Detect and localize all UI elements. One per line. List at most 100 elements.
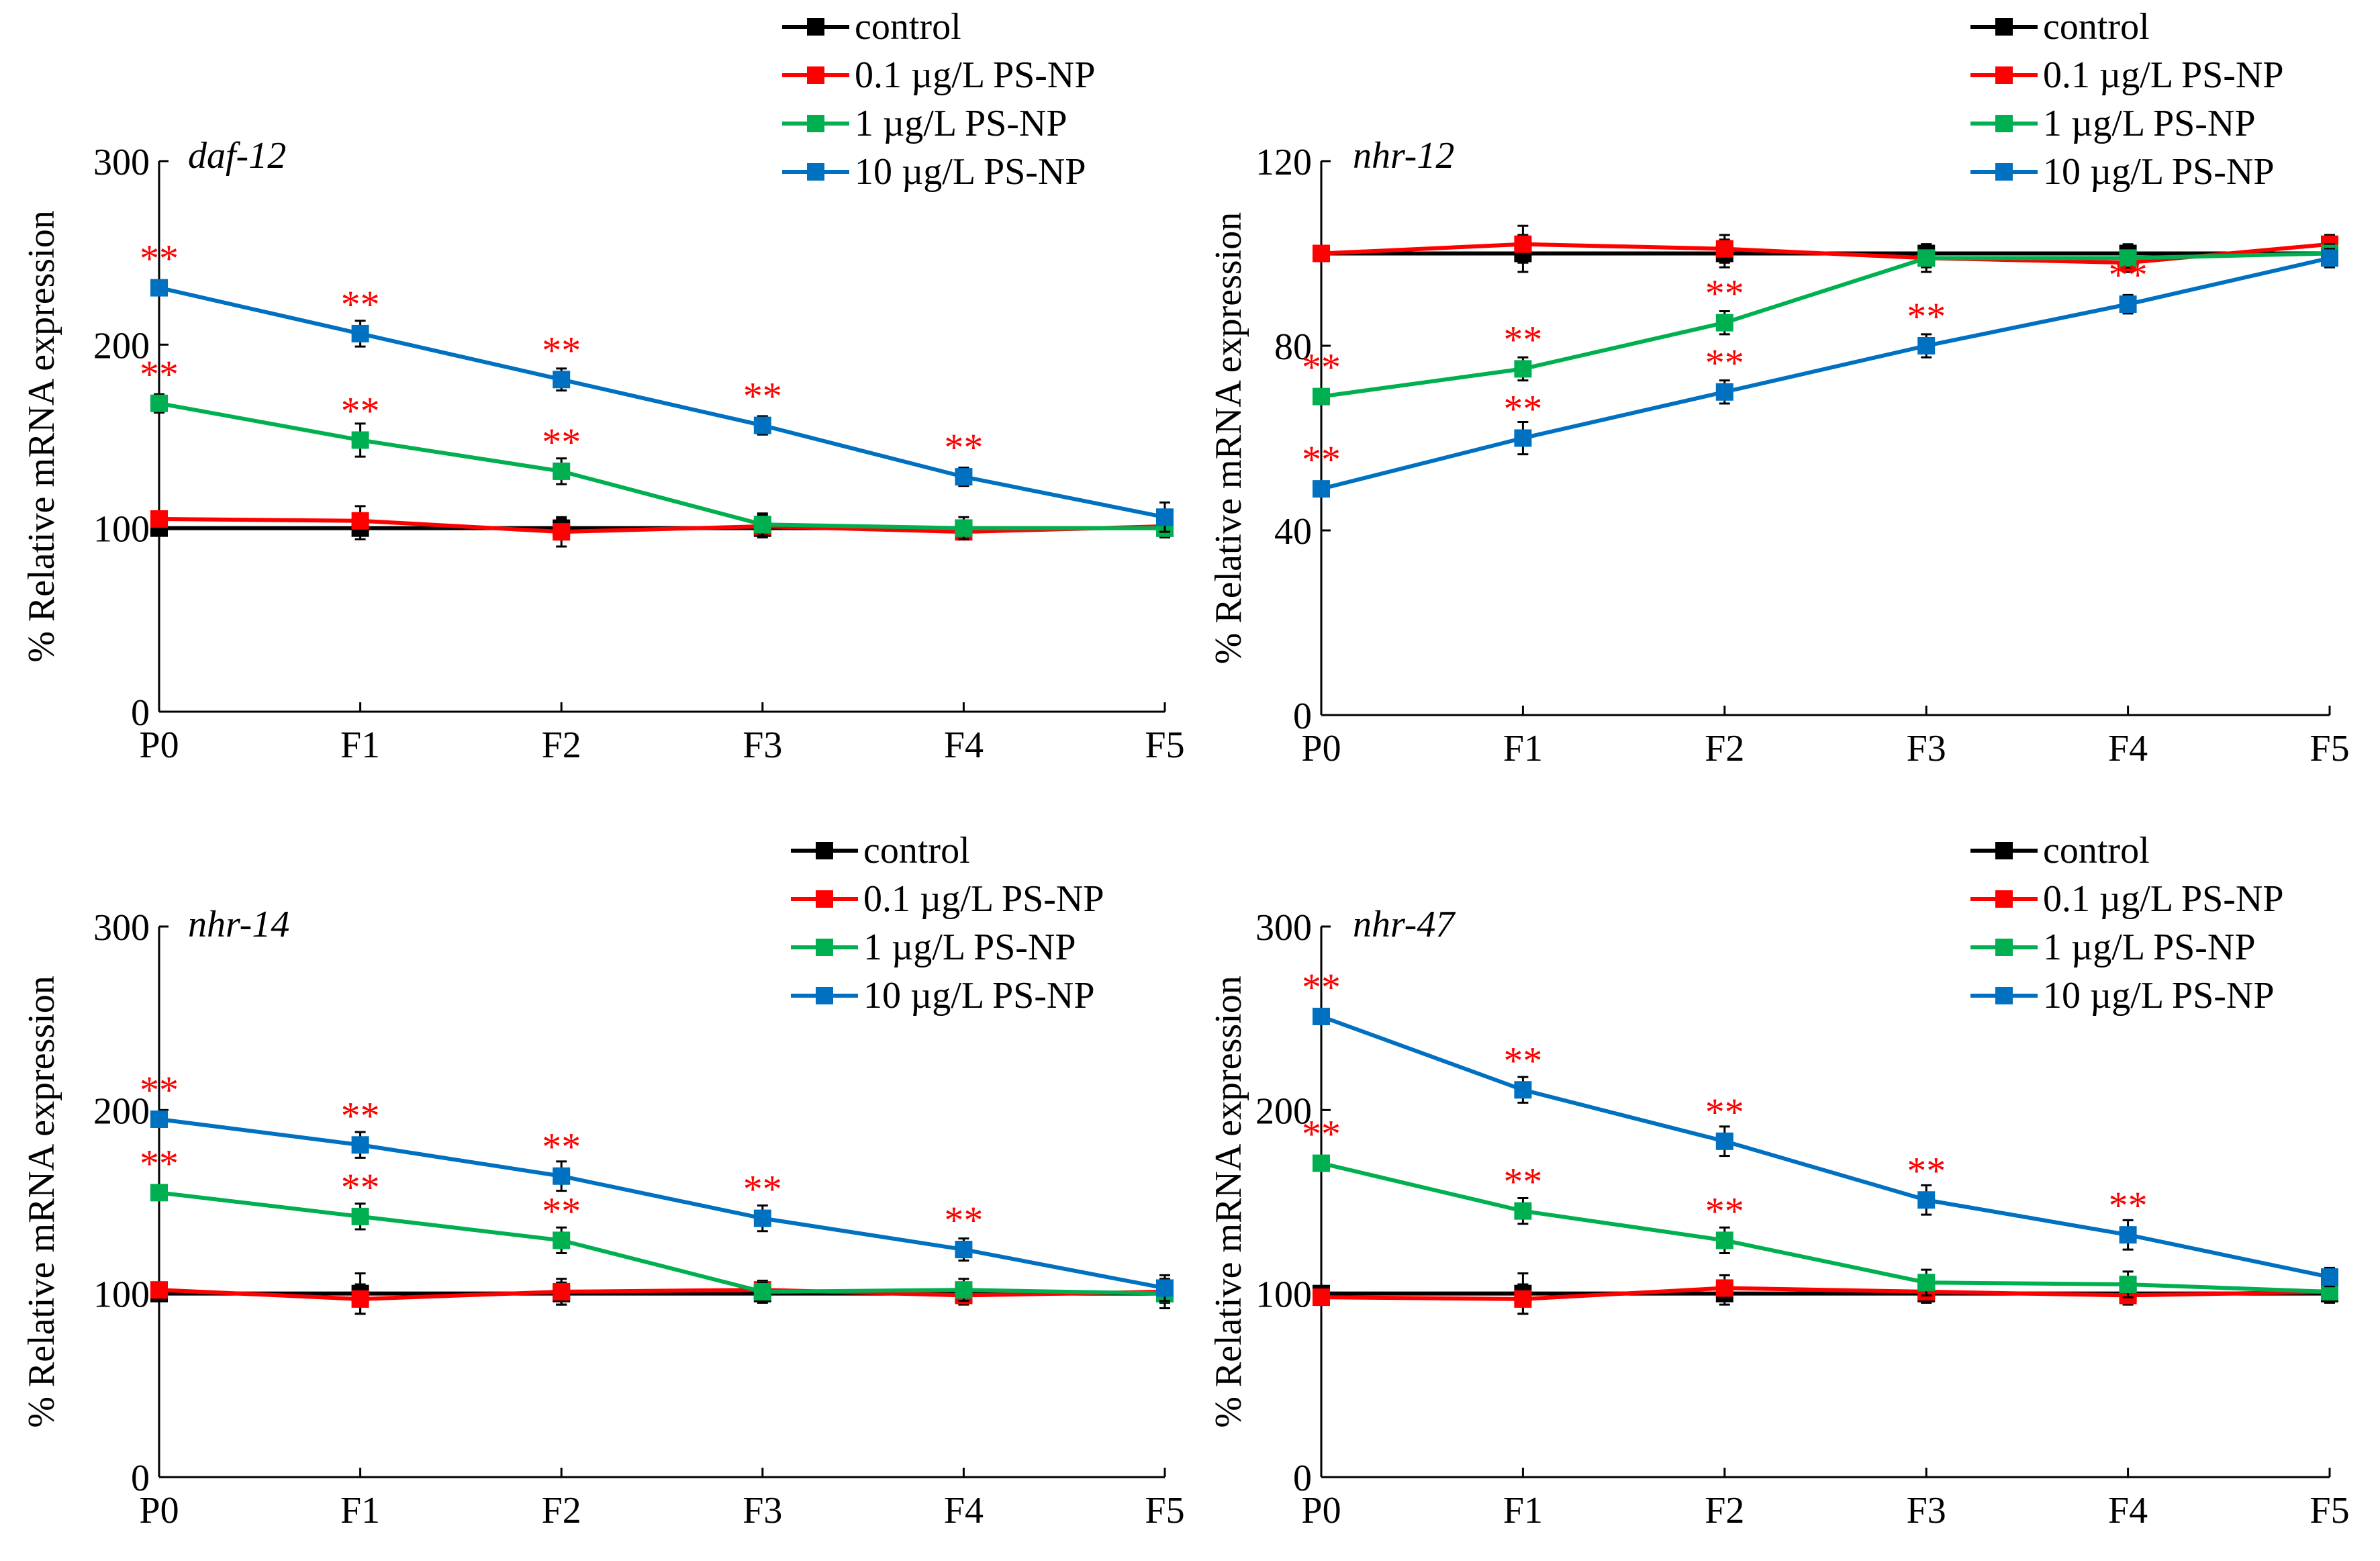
data-point-mid <box>553 1231 571 1249</box>
series-line-mid <box>158 1190 1165 1296</box>
x-tick-label: F4 <box>944 724 984 766</box>
significance-marker: ** <box>140 1068 179 1112</box>
series-mid: ** ** ** <box>140 352 1174 540</box>
data-point-mid <box>1313 387 1330 406</box>
x-tick-label: F5 <box>1145 724 1184 766</box>
significance-marker: ** <box>1907 1149 1946 1192</box>
significance-marker: ** <box>542 420 581 464</box>
x-tick-label: P0 <box>139 724 179 766</box>
significance-marker: ** <box>1302 346 1341 389</box>
series-low <box>1313 224 2338 273</box>
legend-label-high: 10 µg/L PS-NP <box>855 151 1086 193</box>
legend-label-mid: 1 µg/L PS-NP <box>863 927 1076 968</box>
significance-marker: ** <box>2109 253 2148 297</box>
x-tick-label: F4 <box>944 1490 984 1531</box>
y-tick-label: 200 <box>93 1090 150 1132</box>
series-mid: ** ** ** <box>1302 1113 2338 1303</box>
legend: control 0.1 µg/L PS-NP 1 µg/L PS-NP 10 µg/L… <box>1970 830 2283 1016</box>
legend-swatch-marker <box>1995 987 2013 1004</box>
y-tick-label: 120 <box>1255 142 1312 183</box>
data-point-low <box>1514 1290 1532 1308</box>
legend-swatch-marker <box>1995 115 2013 132</box>
legend-swatch-marker <box>1995 890 2013 908</box>
significance-marker: ** <box>1705 1189 1744 1233</box>
data-point-high <box>753 416 771 434</box>
data-point-low <box>553 523 571 541</box>
significance-marker: ** <box>542 1125 581 1169</box>
legend-label-mid: 1 µg/L PS-NP <box>855 103 1067 144</box>
significance-marker: ** <box>1302 438 1341 481</box>
gene-label: daf-12 <box>188 135 286 177</box>
series-line-high <box>1320 1014 2330 1280</box>
significance-marker: ** <box>1705 272 1744 316</box>
legend-swatch-marker <box>1995 939 2013 956</box>
x-tick-label: F4 <box>2108 728 2148 769</box>
data-point-high <box>1514 1081 1532 1099</box>
series-line-low <box>1321 1286 2330 1301</box>
data-point-low <box>150 510 168 528</box>
x-tick-label: P0 <box>139 1490 179 1531</box>
data-point-high <box>150 279 168 297</box>
x-tick-label: F5 <box>1145 1490 1184 1531</box>
data-point-mid <box>753 516 771 534</box>
series-line-low <box>158 517 1165 534</box>
data-point-low <box>553 1282 571 1300</box>
x-tick-label: F3 <box>743 724 782 766</box>
significance-marker: ** <box>542 1189 581 1233</box>
data-point-high <box>1156 1279 1174 1297</box>
legend-swatch-marker <box>807 66 824 84</box>
data-point-low <box>1313 244 1330 263</box>
data-point-mid <box>1313 1154 1330 1172</box>
legend-swatch-marker <box>807 163 824 181</box>
data-point-high <box>955 1241 973 1259</box>
significance-marker: ** <box>2109 1184 2148 1227</box>
y-tick-label: 0 <box>131 1458 150 1499</box>
data-point-mid <box>2119 249 2137 267</box>
x-tick-label: F1 <box>1503 728 1543 769</box>
significance-marker: ** <box>140 352 179 396</box>
series-mid: ** ** ** <box>140 1141 1174 1304</box>
series-high: ** ** ** ** ** <box>140 1068 1174 1303</box>
x-tick-label: F2 <box>1705 1490 1744 1531</box>
legend-swatch-marker <box>1995 163 2013 181</box>
data-point-high <box>150 1110 168 1128</box>
data-point-high <box>1313 480 1330 498</box>
significance-marker: ** <box>542 328 581 372</box>
chart-panel-daf-12: 0 100 200 300 P0 F1 F2 F3 F4 F5 % Relative mRNA ex… <box>21 6 1185 766</box>
legend: control 0.1 µg/L PS-NP 1 µg/L PS-NP 10 µg/L… <box>791 830 1104 1016</box>
data-point-mid <box>1715 314 1733 332</box>
legend-label-low: 0.1 µg/L PS-NP <box>855 54 1095 96</box>
significance-marker: ** <box>1503 318 1542 361</box>
data-point-mid <box>753 1282 771 1300</box>
series-line-mid <box>158 401 1165 530</box>
legend-label-mid: 1 µg/L PS-NP <box>2043 927 2255 968</box>
legend-swatch-marker <box>816 939 833 956</box>
legend-label-high: 10 µg/L PS-NP <box>2043 975 2274 1016</box>
series-line-high <box>158 285 1165 520</box>
data-point-high <box>955 468 973 486</box>
significance-marker: ** <box>1302 1113 1341 1156</box>
chart-panel-nhr-14: 0 100 200 300 P0 F1 F2 F3 F4 F5 % Relative mRNA ex… <box>21 830 1185 1531</box>
x-tick-label: P0 <box>1301 1490 1341 1531</box>
x-tick-label: F1 <box>340 1490 380 1531</box>
legend-label-control: control <box>863 830 970 871</box>
data-point-low <box>1715 1279 1733 1297</box>
data-point-mid <box>1917 249 1936 267</box>
data-point-mid <box>150 394 168 412</box>
legend-label-low: 0.1 µg/L PS-NP <box>2043 54 2283 96</box>
data-point-low <box>1514 235 1532 253</box>
legend-label-high: 10 µg/L PS-NP <box>863 975 1094 1016</box>
y-tick-label: 0 <box>1293 1458 1312 1499</box>
significance-marker: ** <box>1503 387 1542 431</box>
data-point-mid <box>955 1281 973 1299</box>
data-point-high <box>1313 1007 1330 1025</box>
data-point-high <box>1917 337 1936 354</box>
series-mid: ** ** ** <box>1302 243 2338 406</box>
significance-marker: ** <box>944 1198 983 1242</box>
data-point-low <box>150 1281 168 1299</box>
significance-marker: ** <box>743 375 782 418</box>
legend-label-low: 0.1 µg/L PS-NP <box>863 878 1104 920</box>
data-point-mid <box>1917 1274 1936 1292</box>
y-tick-label: 0 <box>1293 696 1312 737</box>
